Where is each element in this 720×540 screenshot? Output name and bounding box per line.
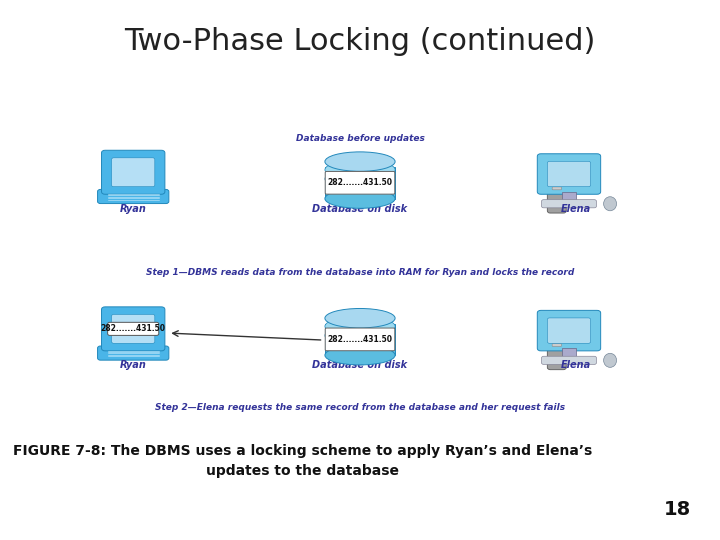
FancyBboxPatch shape (112, 158, 155, 187)
FancyBboxPatch shape (547, 163, 566, 213)
FancyBboxPatch shape (552, 187, 562, 190)
Text: Two-Phase Locking (continued): Two-Phase Locking (continued) (125, 27, 595, 56)
Text: Elena: Elena (561, 204, 591, 214)
Text: Elena: Elena (561, 361, 591, 370)
Bar (562, 192, 576, 201)
Text: Database before updates: Database before updates (296, 134, 424, 143)
Text: Ryan: Ryan (120, 361, 147, 370)
Ellipse shape (325, 346, 395, 365)
FancyBboxPatch shape (112, 314, 155, 343)
Ellipse shape (325, 326, 395, 345)
FancyBboxPatch shape (325, 172, 395, 194)
FancyBboxPatch shape (547, 320, 566, 369)
Text: Database on disk: Database on disk (312, 204, 408, 214)
Ellipse shape (325, 308, 395, 328)
Text: Step 1—DBMS reads data from the database into RAM for Ryan and locks the record: Step 1—DBMS reads data from the database… (146, 268, 574, 277)
FancyBboxPatch shape (541, 200, 596, 208)
FancyBboxPatch shape (325, 328, 395, 351)
FancyBboxPatch shape (102, 150, 165, 194)
Ellipse shape (325, 152, 395, 171)
Text: 282.......431.50: 282.......431.50 (328, 178, 392, 187)
Text: 282.......431.50: 282.......431.50 (328, 335, 392, 344)
Ellipse shape (325, 316, 395, 336)
FancyBboxPatch shape (552, 343, 562, 347)
FancyBboxPatch shape (537, 310, 600, 351)
Text: Database on disk: Database on disk (312, 361, 408, 370)
Text: updates to the database: updates to the database (206, 464, 399, 478)
Text: Step 2—Elena requests the same record from the database and her request fails: Step 2—Elena requests the same record fr… (155, 403, 565, 412)
Bar (325, 323, 395, 355)
FancyBboxPatch shape (98, 190, 168, 204)
Ellipse shape (325, 160, 395, 179)
Bar (325, 167, 395, 199)
FancyBboxPatch shape (541, 356, 596, 365)
Bar (562, 348, 576, 358)
Ellipse shape (325, 189, 395, 208)
Text: Ryan: Ryan (120, 204, 147, 214)
FancyBboxPatch shape (98, 346, 168, 360)
FancyBboxPatch shape (547, 318, 590, 343)
FancyBboxPatch shape (102, 307, 165, 351)
Ellipse shape (325, 169, 395, 188)
FancyBboxPatch shape (537, 154, 600, 194)
Text: FIGURE 7-8: The DBMS uses a locking scheme to apply Ryan’s and Elena’s: FIGURE 7-8: The DBMS uses a locking sche… (13, 444, 592, 458)
Text: 18: 18 (664, 501, 691, 519)
Text: 282.......431.50: 282.......431.50 (101, 325, 166, 333)
Ellipse shape (603, 197, 616, 211)
Ellipse shape (603, 353, 616, 367)
FancyBboxPatch shape (547, 161, 590, 187)
FancyBboxPatch shape (108, 322, 158, 335)
